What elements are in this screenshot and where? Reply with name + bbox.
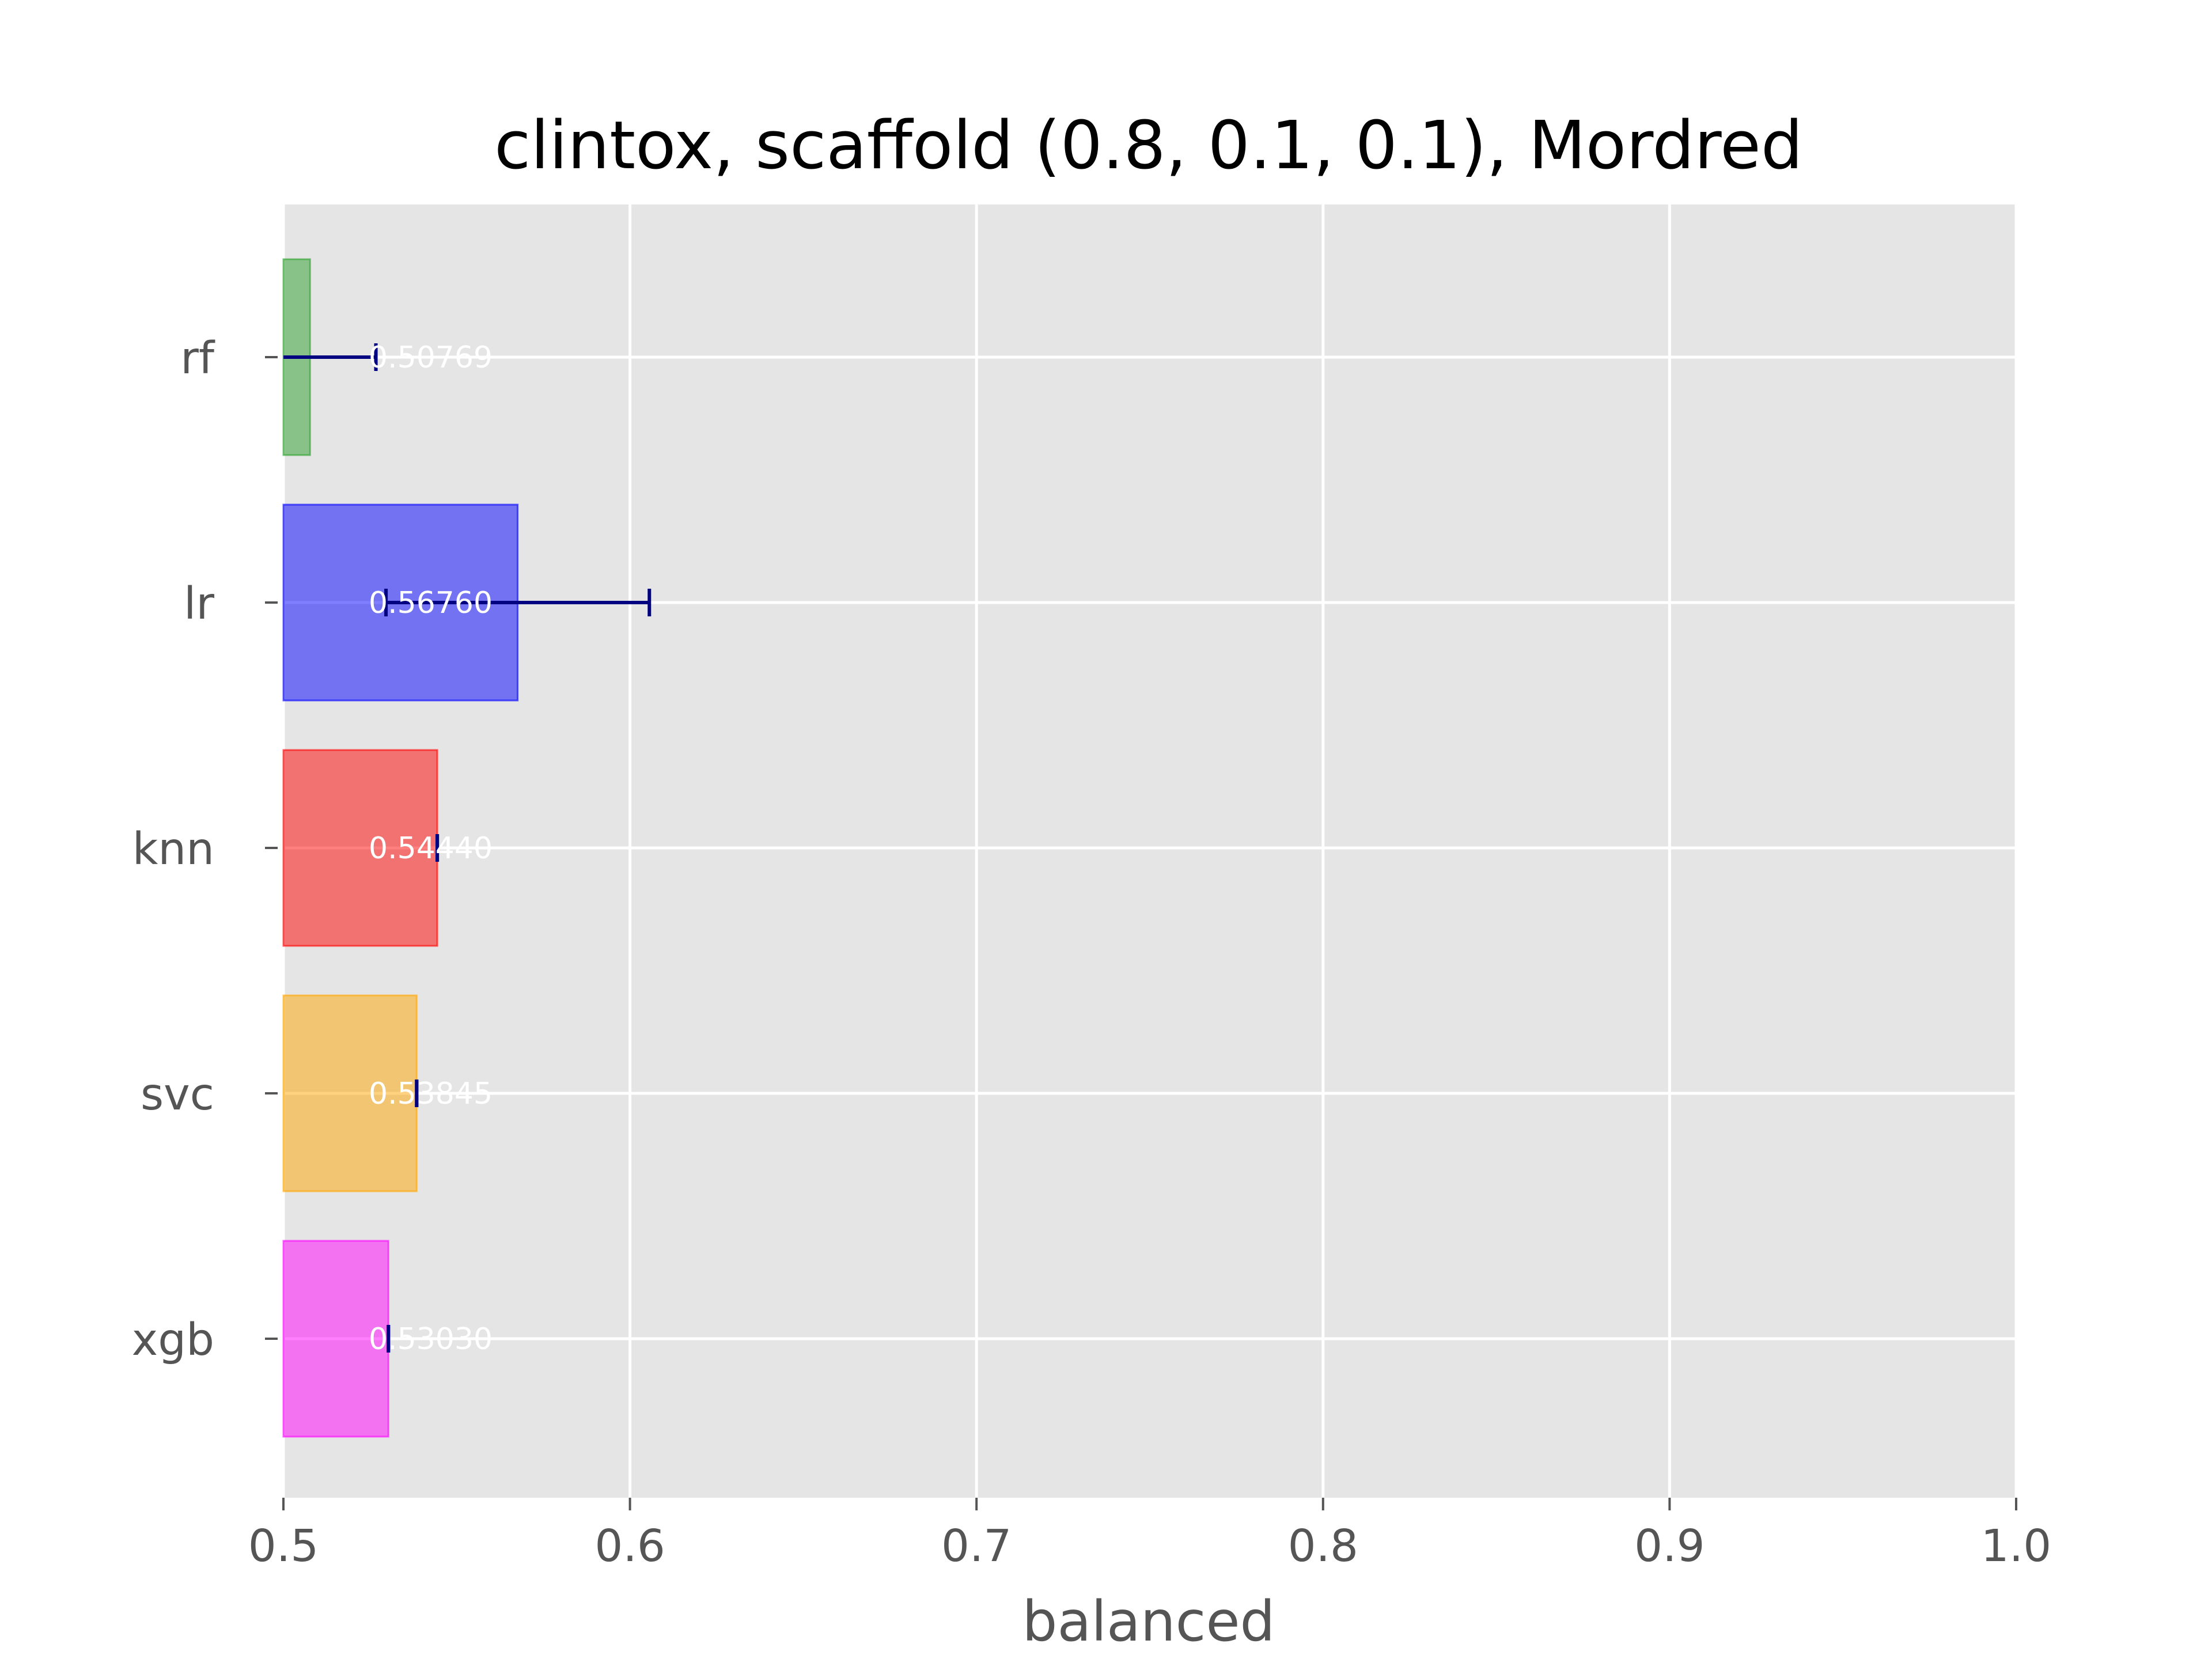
x-tick-label-0: 0.5: [248, 1521, 319, 1572]
x-tick-label-2: 0.7: [941, 1521, 1012, 1572]
value-labels: 0.50769 0.56760 0.54440 0.53845 0.53030: [369, 340, 493, 1357]
x-axis-label: balanced: [1022, 1589, 1275, 1654]
y-tick-label-lr: lr: [184, 578, 214, 630]
axes: 0.5 0.6 0.7 0.8 0.9 1.0 rf lr knn svc xgb: [132, 333, 2052, 1572]
value-label-knn: 0.54440: [369, 831, 493, 866]
y-tick-label-svc: svc: [141, 1069, 214, 1120]
y-tick-label-knn: knn: [132, 824, 214, 875]
x-tick-label-5: 1.0: [1981, 1521, 2051, 1572]
x-tick-label-1: 0.6: [594, 1521, 665, 1572]
error-bars: [283, 343, 652, 1353]
bar-xgb: [282, 1240, 389, 1438]
value-label-lr: 0.56760: [369, 586, 493, 620]
value-label-xgb: 0.53030: [369, 1322, 493, 1357]
chart-title: clintox, scaffold (0.8, 0.1, 0.1), Mordr…: [494, 107, 1803, 184]
plot-area: [283, 204, 2016, 1498]
value-label-rf: 0.50769: [369, 340, 493, 375]
y-tick-label-rf: rf: [180, 333, 215, 384]
value-label-svc: 0.53845: [369, 1077, 493, 1111]
x-tick-label-3: 0.8: [1288, 1521, 1358, 1572]
x-tick-label-4: 0.9: [1634, 1521, 1705, 1572]
bar-knn: [282, 749, 438, 947]
y-tick-label-xgb: xgb: [132, 1315, 214, 1366]
bars: [282, 258, 519, 1438]
